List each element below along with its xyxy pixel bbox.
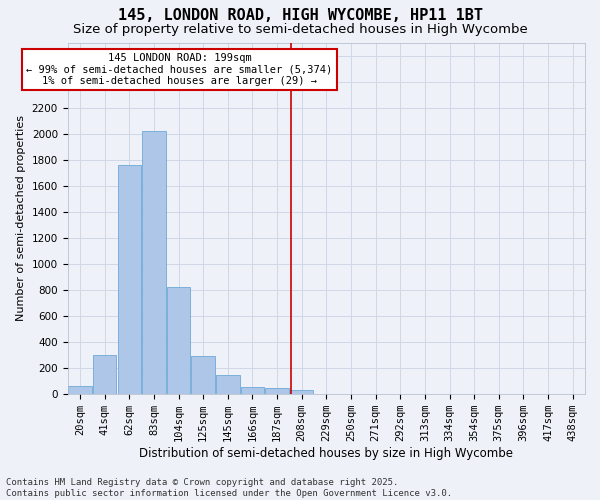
Text: 145, LONDON ROAD, HIGH WYCOMBE, HP11 1BT: 145, LONDON ROAD, HIGH WYCOMBE, HP11 1BT	[118, 8, 482, 22]
Text: Size of property relative to semi-detached houses in High Wycombe: Size of property relative to semi-detach…	[73, 22, 527, 36]
Bar	[191, 356, 215, 394]
Bar	[167, 288, 190, 394]
Bar	[216, 374, 239, 394]
Bar	[118, 165, 141, 394]
Bar	[142, 131, 166, 394]
Text: Contains HM Land Registry data © Crown copyright and database right 2025.
Contai: Contains HM Land Registry data © Crown c…	[6, 478, 452, 498]
Bar	[290, 390, 313, 394]
Y-axis label: Number of semi-detached properties: Number of semi-detached properties	[16, 116, 26, 322]
Bar	[93, 355, 116, 394]
Text: 145 LONDON ROAD: 199sqm
← 99% of semi-detached houses are smaller (5,374)
1% of : 145 LONDON ROAD: 199sqm ← 99% of semi-de…	[26, 53, 332, 86]
Bar	[68, 386, 92, 394]
Bar	[265, 388, 289, 394]
X-axis label: Distribution of semi-detached houses by size in High Wycombe: Distribution of semi-detached houses by …	[139, 447, 514, 460]
Bar	[241, 387, 264, 394]
